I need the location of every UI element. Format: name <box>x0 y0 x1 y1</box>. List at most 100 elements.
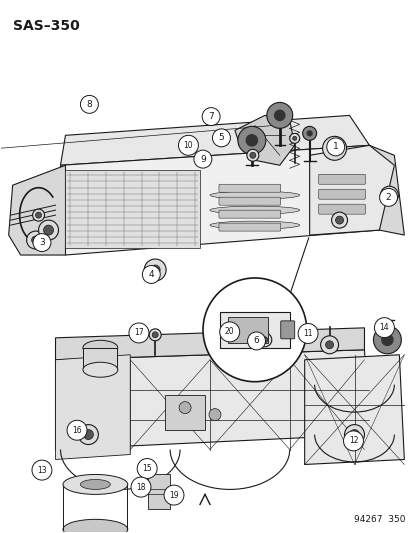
Circle shape <box>344 425 363 445</box>
FancyBboxPatch shape <box>218 184 280 192</box>
Circle shape <box>209 409 221 421</box>
Polygon shape <box>55 328 363 360</box>
Circle shape <box>36 212 41 218</box>
Circle shape <box>325 341 333 349</box>
Circle shape <box>179 402 190 414</box>
Circle shape <box>306 130 312 136</box>
Circle shape <box>247 332 265 350</box>
Text: 9: 9 <box>199 155 205 164</box>
FancyBboxPatch shape <box>218 210 280 218</box>
Circle shape <box>78 425 98 445</box>
Circle shape <box>152 332 158 338</box>
Circle shape <box>83 430 93 440</box>
Circle shape <box>193 150 211 168</box>
Circle shape <box>335 216 343 224</box>
Circle shape <box>349 430 358 440</box>
Ellipse shape <box>83 340 118 356</box>
Text: 4: 4 <box>148 270 154 279</box>
FancyBboxPatch shape <box>280 321 294 339</box>
Ellipse shape <box>63 474 128 495</box>
Circle shape <box>302 126 316 140</box>
Circle shape <box>33 209 45 221</box>
Text: 19: 19 <box>169 490 178 499</box>
Circle shape <box>273 110 285 121</box>
Text: 14: 14 <box>379 323 388 332</box>
Polygon shape <box>9 165 65 255</box>
Circle shape <box>164 485 183 505</box>
Circle shape <box>131 477 151 497</box>
Circle shape <box>343 431 363 451</box>
Circle shape <box>245 134 257 147</box>
Polygon shape <box>60 146 378 255</box>
Ellipse shape <box>83 362 118 377</box>
Circle shape <box>257 333 271 347</box>
Circle shape <box>320 336 338 354</box>
Text: 6: 6 <box>253 336 259 345</box>
Text: 20: 20 <box>224 327 234 336</box>
Circle shape <box>43 225 53 235</box>
Circle shape <box>322 136 346 160</box>
Polygon shape <box>368 146 404 235</box>
Polygon shape <box>304 355 404 464</box>
Ellipse shape <box>209 221 299 229</box>
Circle shape <box>373 326 400 354</box>
Circle shape <box>178 135 198 155</box>
Circle shape <box>385 191 392 199</box>
Polygon shape <box>60 116 368 165</box>
Text: 16: 16 <box>72 426 82 435</box>
Text: 17: 17 <box>134 328 143 337</box>
Text: 15: 15 <box>142 464 152 473</box>
Text: 13: 13 <box>37 466 47 474</box>
Circle shape <box>150 265 160 275</box>
Circle shape <box>202 278 306 382</box>
Circle shape <box>292 136 296 140</box>
FancyBboxPatch shape <box>228 317 267 343</box>
Circle shape <box>212 129 230 147</box>
Text: 3: 3 <box>39 238 45 247</box>
Circle shape <box>80 95 98 114</box>
Text: 7: 7 <box>208 112 214 121</box>
Text: 11: 11 <box>303 329 312 338</box>
Text: 94267  350: 94267 350 <box>353 515 404 524</box>
FancyBboxPatch shape <box>318 189 365 199</box>
Circle shape <box>266 102 292 128</box>
FancyBboxPatch shape <box>219 312 289 348</box>
Circle shape <box>261 337 267 343</box>
Ellipse shape <box>209 191 299 199</box>
Polygon shape <box>55 355 130 459</box>
Text: 12: 12 <box>348 437 357 446</box>
Circle shape <box>246 149 258 161</box>
Circle shape <box>373 318 394 337</box>
Polygon shape <box>234 116 294 165</box>
FancyBboxPatch shape <box>318 204 365 214</box>
Circle shape <box>31 236 40 244</box>
Circle shape <box>331 212 347 228</box>
FancyBboxPatch shape <box>148 474 170 510</box>
Circle shape <box>297 324 317 343</box>
Polygon shape <box>309 146 394 235</box>
FancyBboxPatch shape <box>165 394 204 430</box>
Circle shape <box>142 265 160 284</box>
Ellipse shape <box>80 480 110 489</box>
FancyBboxPatch shape <box>318 174 365 184</box>
FancyBboxPatch shape <box>218 197 280 205</box>
Circle shape <box>137 458 157 479</box>
Ellipse shape <box>63 519 128 533</box>
FancyBboxPatch shape <box>83 348 117 370</box>
Polygon shape <box>65 170 199 248</box>
Circle shape <box>380 334 393 346</box>
Text: 5: 5 <box>218 133 224 142</box>
Text: 18: 18 <box>136 482 145 491</box>
Polygon shape <box>55 350 368 449</box>
Circle shape <box>237 126 265 154</box>
Circle shape <box>289 133 299 143</box>
FancyBboxPatch shape <box>218 223 280 231</box>
Text: 1: 1 <box>332 142 338 151</box>
Text: 10: 10 <box>183 141 193 150</box>
Circle shape <box>128 323 149 343</box>
Circle shape <box>33 233 51 252</box>
Circle shape <box>149 329 161 341</box>
Circle shape <box>219 322 239 342</box>
Text: 8: 8 <box>86 100 92 109</box>
Circle shape <box>32 460 52 480</box>
